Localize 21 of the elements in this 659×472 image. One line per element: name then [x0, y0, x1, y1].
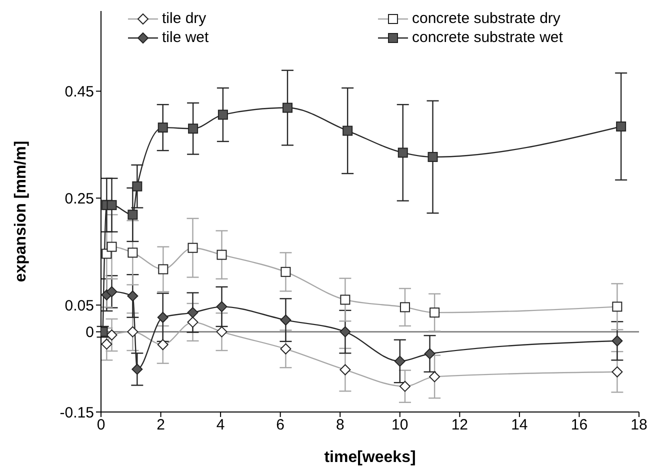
y-tick-label: 0.45 [64, 84, 94, 101]
x-tick-label: 2 [156, 416, 165, 434]
x-axis-title: time[weeks] [324, 449, 416, 466]
x-tick-label: 4 [216, 416, 225, 434]
legend-label: concrete substrate wet [412, 29, 563, 46]
legend-label: tile wet [162, 29, 209, 46]
legend-label: concrete substrate dry [412, 10, 560, 27]
y-tick-label: -0.15 [60, 404, 94, 422]
x-tick-label: 0 [96, 416, 106, 434]
legend-label: tile dry [162, 10, 206, 27]
x-tick-label: 6 [276, 416, 285, 434]
x-tick-label: 12 [451, 416, 468, 434]
y-axis-title: expansion [mm/m] [12, 140, 30, 282]
x-tick-label: 14 [511, 416, 528, 434]
x-tick-label: 18 [630, 416, 648, 434]
x-tick-label: 8 [336, 416, 344, 434]
x-tick-label: 16 [570, 416, 588, 434]
x-tick-label: 10 [392, 416, 408, 434]
y-tick-label: 0 [86, 324, 94, 342]
y-tick-label: 0.05 [64, 297, 94, 314]
y-tick-label: 0.25 [64, 190, 94, 208]
